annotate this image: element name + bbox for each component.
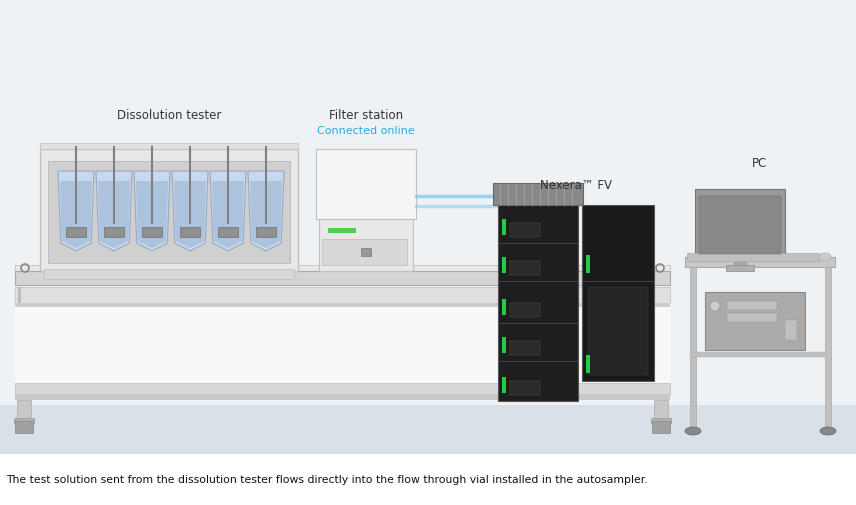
Polygon shape — [96, 172, 132, 251]
Bar — [44, 270, 294, 279]
Bar — [502, 299, 506, 316]
Polygon shape — [248, 172, 284, 251]
Bar — [502, 337, 506, 354]
Bar — [40, 149, 298, 272]
Bar — [256, 228, 276, 237]
Bar — [690, 268, 696, 433]
Bar — [651, 418, 671, 423]
Bar — [142, 228, 162, 237]
Bar — [180, 228, 200, 237]
Bar — [48, 162, 290, 264]
Bar — [727, 314, 777, 322]
Bar — [510, 381, 540, 395]
Bar — [510, 341, 540, 356]
Bar — [825, 268, 831, 433]
Bar — [319, 220, 413, 272]
Bar — [685, 258, 835, 268]
Bar — [502, 377, 506, 393]
Text: Connected online: Connected online — [317, 126, 415, 136]
Bar — [18, 287, 21, 304]
Polygon shape — [58, 172, 94, 251]
Bar — [695, 189, 785, 260]
Bar — [588, 287, 648, 375]
Ellipse shape — [819, 254, 831, 262]
Bar — [0, 405, 856, 505]
Bar — [218, 228, 238, 237]
Polygon shape — [210, 172, 246, 251]
Bar — [316, 149, 416, 220]
Circle shape — [710, 301, 720, 312]
Bar — [654, 400, 668, 423]
Bar — [104, 228, 124, 237]
Bar — [510, 262, 540, 275]
Text: The test solution sent from the dissolution tester flows directly into the flow : The test solution sent from the dissolut… — [6, 474, 648, 484]
Ellipse shape — [685, 427, 701, 435]
Text: Filter station: Filter station — [329, 109, 403, 122]
Bar — [586, 356, 590, 373]
Bar — [705, 292, 805, 350]
Bar — [652, 421, 670, 433]
Bar — [15, 272, 670, 285]
Bar — [690, 352, 826, 358]
Polygon shape — [136, 182, 168, 248]
Polygon shape — [174, 182, 206, 248]
Ellipse shape — [820, 427, 836, 435]
Bar — [15, 266, 670, 272]
Polygon shape — [60, 182, 92, 248]
Bar — [498, 206, 578, 401]
Text: Dissolution tester: Dissolution tester — [116, 109, 221, 122]
Bar — [493, 184, 583, 206]
Bar — [510, 224, 540, 237]
Bar — [510, 304, 540, 317]
Bar — [15, 304, 670, 308]
Bar — [15, 383, 670, 395]
Bar — [15, 287, 670, 304]
Bar — [699, 196, 781, 255]
Bar — [15, 421, 33, 433]
Polygon shape — [172, 172, 208, 251]
Bar — [785, 320, 797, 340]
Bar — [586, 256, 590, 274]
Bar — [0, 453, 856, 505]
Bar — [582, 206, 654, 381]
Polygon shape — [134, 172, 170, 251]
Bar — [734, 258, 746, 268]
Bar — [0, 0, 856, 405]
Bar — [361, 248, 371, 257]
Text: Nexera™ FV: Nexera™ FV — [540, 179, 612, 191]
Polygon shape — [250, 182, 282, 248]
Bar — [687, 254, 819, 262]
Text: PC: PC — [752, 157, 768, 170]
Bar — [66, 228, 86, 237]
Polygon shape — [212, 182, 244, 248]
Bar — [328, 229, 356, 233]
Bar — [14, 418, 34, 423]
Bar — [17, 400, 31, 423]
Bar — [502, 258, 506, 274]
Bar — [502, 220, 506, 235]
Bar — [726, 266, 754, 272]
Polygon shape — [98, 182, 130, 248]
Bar — [727, 301, 777, 311]
Bar — [322, 239, 407, 266]
Bar — [15, 394, 670, 400]
Bar — [15, 308, 670, 390]
Bar — [40, 144, 298, 149]
